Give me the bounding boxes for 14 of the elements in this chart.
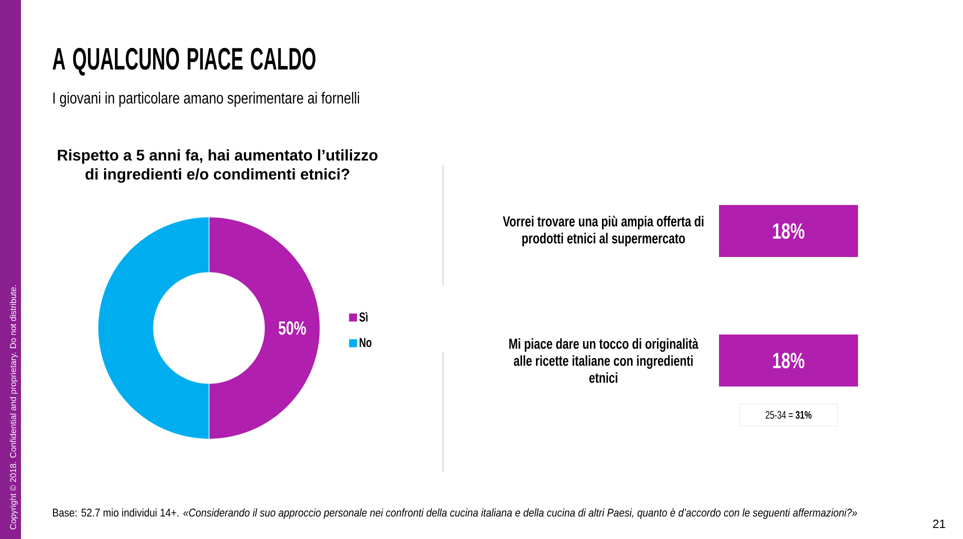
y-tick-label: Mi piace dare un tocco di originalità alle ricette italiane con ingredienti etnici (509, 338, 698, 383)
chart-subtitle: I giovani in particolare amano sperimentare ai fornelli (53, 92, 360, 107)
text: 21 (933, 520, 946, 528)
y-tick-label: Vorrei trovare una più ampia offerta di prodotti etnici al supermercato (502, 216, 704, 246)
chart-title: A QUALCUNO PIACE CALDO (52, 48, 316, 76)
legend-label: Sì (359, 312, 368, 322)
data-label: 18% (773, 352, 804, 368)
text: Base: 52.7 mio individui 14+. «Considerando il suo approccio personale nei confronti della cucina italiana e della cucina di altri Paesi, quanto è d’accordo con le seguenti affermazioni?» (53, 508, 857, 519)
legend-label: No (360, 338, 372, 348)
text: Rispetto a 5 anni fa, hai aumentato l’utilizzo di ingredienti e/o condimenti etnici? (58, 149, 378, 183)
data-label: 18% (773, 223, 804, 239)
data-label: 50% (278, 321, 306, 335)
text: Copyright © 2018. Confidential and proprietary. Do not distribute. (10, 285, 18, 530)
annotation: 25-34 = 31% (766, 411, 812, 419)
